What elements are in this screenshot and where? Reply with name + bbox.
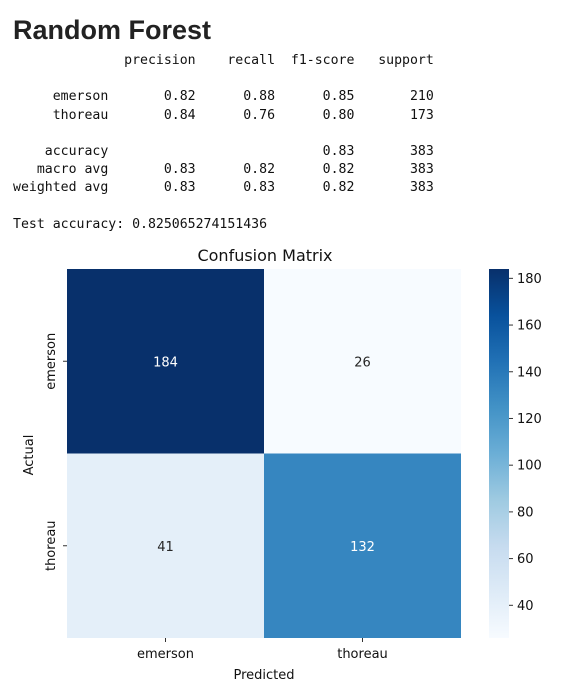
colorbar-tick-label: 140 (517, 365, 542, 380)
x-axis-label: Predicted (233, 668, 294, 683)
heatmap-cell (264, 269, 461, 454)
x-axis-ticks: emerson thoreau (137, 638, 388, 662)
heatmap-cell-labels: 184 26 41 132 (153, 355, 375, 555)
x-tick-label: thoreau (337, 647, 388, 662)
report-line: Test accuracy: 0.825065274151436 (13, 216, 268, 232)
report-line: weighted avg 0.83 0.83 0.82 383 (13, 180, 434, 196)
colorbar-tick-label: 100 (517, 459, 542, 474)
report-line: thoreau 0.84 0.76 0.80 173 (13, 107, 434, 123)
chart-title: Confusion Matrix (197, 246, 332, 265)
y-axis-ticks: emerson thoreau (44, 333, 67, 571)
heatmap-cells (67, 269, 461, 638)
page-title: Random Forest (13, 15, 212, 45)
colorbar-tick-label: 180 (517, 272, 542, 287)
report-line: accuracy 0.83 383 (13, 144, 434, 160)
y-tick-label: emerson (44, 333, 59, 390)
heatmap-cell (67, 453, 264, 638)
heatmap-cell (264, 453, 461, 638)
confusion-matrix-chart: Confusion Matrix 184 26 41 132 emerson thore… (22, 246, 542, 683)
heatmap-cell-label: 26 (354, 355, 371, 370)
report-line: macro avg 0.83 0.82 0.82 383 (13, 162, 434, 178)
y-axis-label: Actual (22, 435, 37, 476)
heatmap-cell-label: 184 (153, 355, 178, 370)
y-tick-label: thoreau (44, 520, 59, 571)
colorbar-tick-label: 160 (517, 319, 542, 334)
colorbar (489, 269, 509, 638)
colorbar-tick-label: 120 (517, 412, 542, 427)
classification-report: precision recall f1-score support emerso… (13, 52, 434, 234)
colorbar-ticks: 40 60 80 100 120 140 160 180 (509, 272, 542, 614)
heatmap-cell-label: 41 (157, 540, 174, 555)
heatmap-cell-label: 132 (350, 540, 375, 555)
report-line: precision recall f1-score support (13, 53, 434, 68)
colorbar-tick-label: 80 (517, 505, 534, 520)
heatmap-cell (67, 269, 264, 454)
colorbar-tick-label: 40 (517, 599, 534, 614)
colorbar-tick-label: 60 (517, 552, 534, 567)
x-tick-label: emerson (137, 647, 194, 662)
report-line: emerson 0.82 0.88 0.85 210 (13, 89, 434, 105)
